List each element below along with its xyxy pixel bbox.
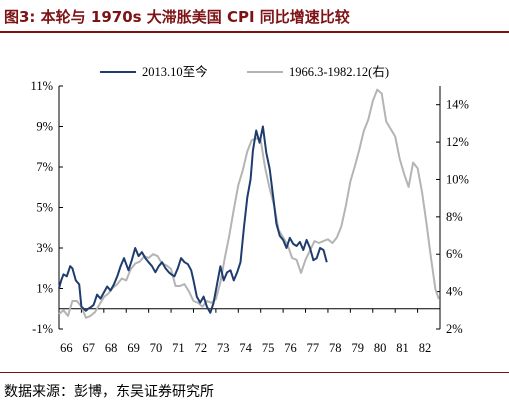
right-axis-ticks: 2% 4% 6% 8% 10% 12% 14%	[436, 98, 469, 336]
x-tick-label: 69	[127, 341, 140, 355]
x-tick-label: 77	[307, 341, 320, 355]
right-tick-label: 12%	[446, 135, 469, 149]
source-divider	[0, 372, 509, 373]
x-tick-label: 81	[396, 341, 409, 355]
legend-item-1966-1982-label: 1966.3-1982.12(右)	[289, 64, 389, 79]
left-tick-label: 1%	[36, 282, 53, 296]
series-lines	[58, 88, 440, 319]
cpi-comparison-chart: -1%1%3%5%7%9%11% 2%4%6%8%10%12%14% 66 67 6…	[31, 64, 469, 355]
title-divider	[0, 31, 509, 33]
figure-title-bar: 图3: 本轮与 1970s 大滞胀美国 CPI 同比增速比较	[0, 0, 509, 33]
left-tick-label: -1%	[32, 322, 53, 336]
left-tick-label: 5%	[36, 201, 53, 215]
right-tick-label: 14%	[446, 98, 469, 112]
left-tick-label: 9%	[36, 120, 53, 134]
source-note: 数据来源：彭博，东吴证券研究所	[4, 384, 214, 400]
x-axis-ticks: 66 67 68 69 70 71 72 73 74 75 76 77 78 79 80 81 82	[58, 308, 432, 355]
x-tick-label: 76	[284, 341, 297, 355]
plot-frame	[58, 86, 441, 329]
x-tick-label: 74	[239, 341, 252, 355]
left-tick-label: 7%	[36, 160, 53, 174]
x-tick-label: 67	[83, 341, 96, 355]
right-tick-label: 6%	[446, 247, 463, 261]
x-tick-label: 72	[195, 341, 208, 355]
right-tick-label: 4%	[446, 285, 463, 299]
figure-title: 图3: 本轮与 1970s 大滞胀美国 CPI 同比增速比较	[4, 8, 350, 26]
left-axis-ticks: -1% 1% 3% 5% 7% 9% 11%	[31, 79, 63, 336]
x-tick-label: 75	[262, 341, 275, 355]
right-tick-label: 2%	[446, 322, 463, 336]
x-tick-label: 71	[172, 341, 185, 355]
x-tick-label: 66	[60, 341, 73, 355]
left-tick-label: 3%	[36, 241, 53, 255]
series-line-1966-1982	[58, 88, 440, 319]
x-tick-label: 73	[217, 341, 230, 355]
legend-item-2013-present-label: 2013.10至今	[142, 64, 208, 79]
right-tick-label: 8%	[446, 210, 463, 224]
x-tick-label: 70	[150, 341, 163, 355]
series-line-2013-present	[58, 125, 328, 314]
x-tick-label: 68	[105, 341, 118, 355]
x-tick-label: 80	[374, 341, 387, 355]
x-tick-label: 79	[351, 341, 364, 355]
x-tick-label: 78	[329, 341, 342, 355]
x-tick-label: 82	[419, 341, 432, 355]
chart-legend: 2013.10至今 1966.3-1982.12(右)	[100, 64, 389, 79]
right-tick-label: 10%	[446, 172, 469, 186]
left-tick-label: 11%	[31, 79, 53, 93]
